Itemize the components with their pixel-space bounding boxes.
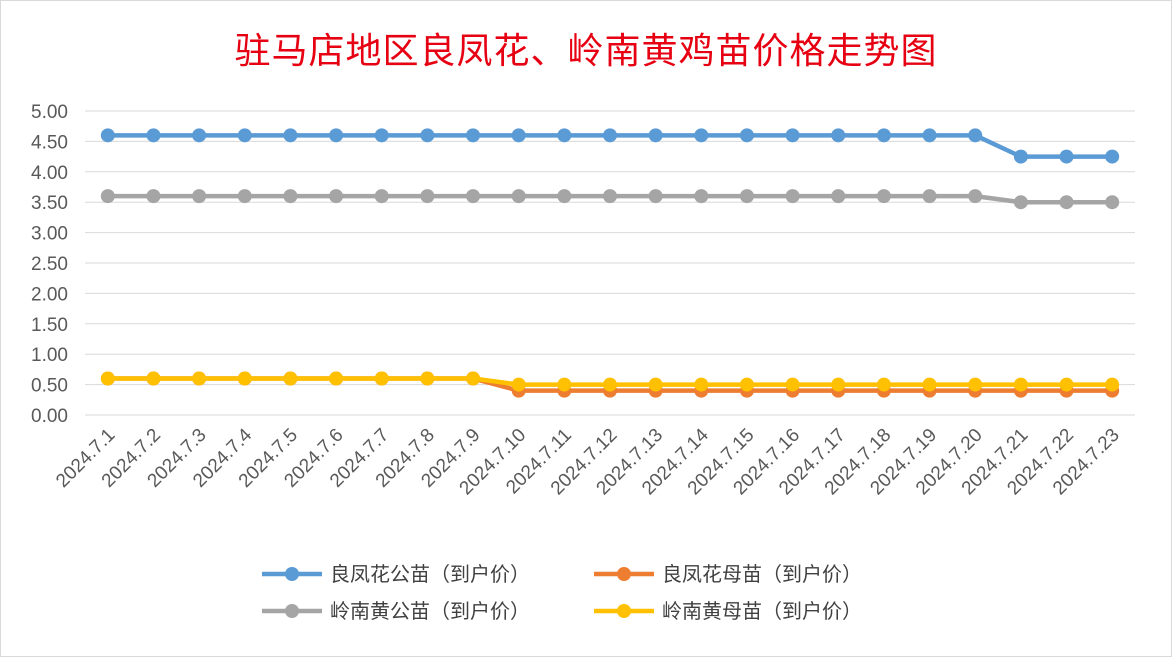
data-point [283,128,298,143]
data-point [374,128,389,143]
data-point [785,377,800,392]
data-point [648,377,663,392]
data-point [283,189,298,204]
data-point [1059,195,1074,210]
y-tick-label: 1.50 [31,315,68,336]
data-point [192,371,207,386]
data-point [192,128,207,143]
data-point [1013,195,1028,210]
data-point [694,128,709,143]
data-point [1013,149,1028,164]
data-point [283,371,298,386]
data-point [420,371,435,386]
data-point [329,371,344,386]
data-point [466,189,481,204]
legend-swatch-marker [617,604,631,618]
data-point [100,189,115,204]
data-point [831,189,846,204]
data-point [146,128,161,143]
data-point [831,128,846,143]
legend-swatch-marker [285,567,299,581]
data-point [329,189,344,204]
data-point [831,377,846,392]
data-point [694,189,709,204]
y-tick-label: 1.00 [31,345,68,366]
data-point [785,189,800,204]
chart-title: 驻马店地区良凤花、岭南黄鸡苗价格走势图 [234,31,938,72]
data-point [557,377,572,392]
y-tick-label: 2.00 [31,284,68,305]
data-point [876,377,891,392]
data-point [876,189,891,204]
legend-swatch-marker [285,604,299,618]
y-tick-label: 5.00 [31,102,68,123]
data-point [329,128,344,143]
data-point [146,189,161,204]
legend-label: 良凤花公苗（到户价） [330,562,530,586]
data-point [511,377,526,392]
data-point [100,371,115,386]
data-point [968,128,983,143]
data-point [1013,377,1028,392]
data-point [374,371,389,386]
data-point [511,189,526,204]
data-point [420,189,435,204]
data-point [968,189,983,204]
data-point [466,128,481,143]
y-tick-label: 2.50 [31,254,68,275]
data-point [739,189,754,204]
data-point [922,128,937,143]
data-point [876,128,891,143]
data-point [237,189,252,204]
data-point [603,377,617,392]
data-point [420,128,435,143]
y-tick-label: 4.50 [31,132,68,153]
data-point [785,128,800,143]
data-point [1105,195,1120,210]
data-point [466,371,481,386]
data-point [739,128,754,143]
data-point [739,377,754,392]
data-point [922,189,937,204]
y-tick-label: 0.50 [31,376,68,397]
legend-label: 岭南黄母苗（到户价） [662,599,862,623]
y-tick-label: 3.50 [31,193,68,214]
data-point [146,371,161,386]
data-point [237,371,252,386]
data-point [922,377,937,392]
data-point [1105,149,1120,164]
data-point [557,128,572,143]
data-point [237,128,252,143]
data-point [374,189,389,204]
data-point [648,128,663,143]
data-point [603,189,617,204]
data-point [648,189,663,204]
y-tick-label: 3.00 [31,224,68,245]
data-point [603,128,617,143]
data-point [1059,149,1074,164]
data-point [511,128,526,143]
data-point [968,377,983,392]
legend-swatch-marker [617,567,631,581]
data-point [557,189,572,204]
legend-label: 良凤花母苗（到户价） [662,562,862,586]
y-tick-label: 0.00 [31,406,68,427]
data-point [100,128,115,143]
data-point [1105,377,1120,392]
data-point [1059,377,1074,392]
legend-label: 岭南黄公苗（到户价） [330,599,530,623]
y-tick-label: 4.00 [31,163,68,184]
data-point [694,377,709,392]
data-point [192,189,207,204]
